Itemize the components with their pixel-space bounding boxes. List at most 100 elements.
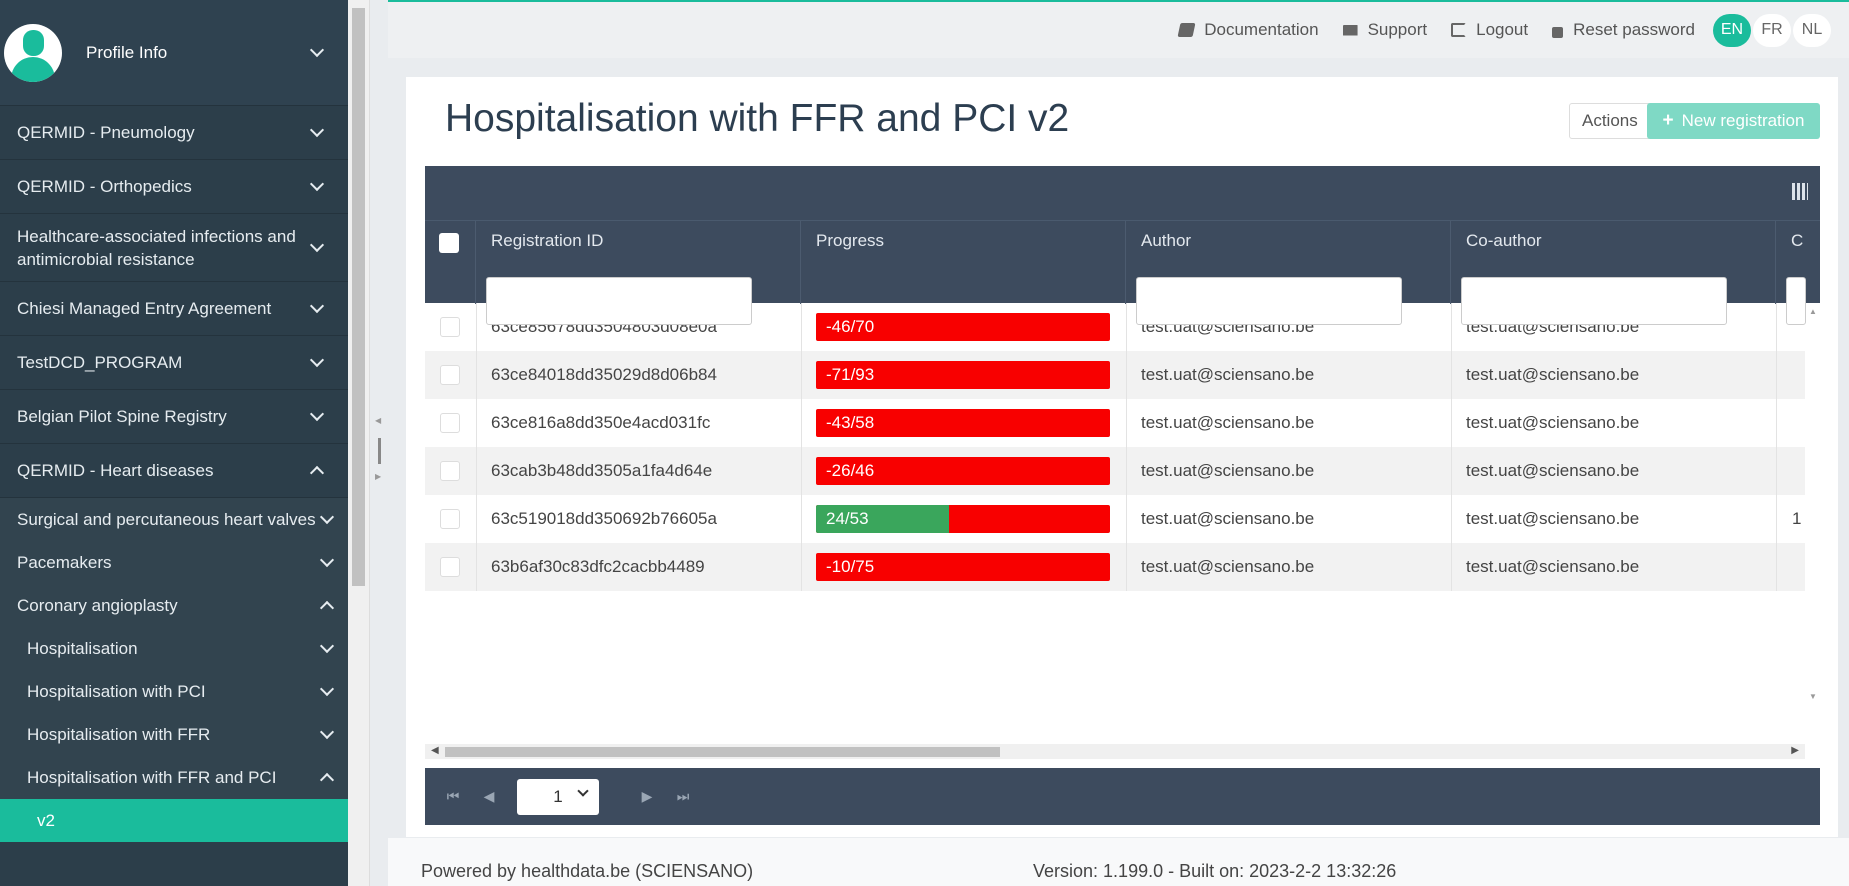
- column-divider: [1451, 351, 1452, 399]
- chevron-down-icon: [309, 237, 325, 253]
- column-divider: [1126, 303, 1127, 351]
- page-select[interactable]: 1: [517, 778, 599, 815]
- sidebar-subitem-v2[interactable]: v2: [0, 799, 348, 842]
- header-coauthor[interactable]: Co-author: [1451, 221, 1776, 325]
- author-filter-input[interactable]: [1136, 277, 1402, 325]
- header-registration-id[interactable]: Registration ID: [476, 221, 801, 325]
- sidebar-item-qermid-orthopedics[interactable]: QERMID - Orthopedics: [0, 160, 348, 214]
- column-divider: [1451, 447, 1452, 495]
- table-row[interactable]: 63cab3b48dd3505a1fa4d64e -26/46 test.uat@s…: [425, 447, 1805, 495]
- column-divider: [1451, 399, 1452, 447]
- table-row[interactable]: 63b6af30c83dfc2cacbb4489 -10/75 test.uat@s…: [425, 543, 1805, 591]
- sidebar-item-heart-diseases[interactable]: QERMID - Heart diseases: [0, 444, 348, 498]
- select-all-checkbox[interactable]: [439, 233, 459, 253]
- table-row[interactable]: 63ce84018dd35029d8d06b84 -71/93 test.uat@s…: [425, 351, 1805, 399]
- sidebar-subitem-hospitalisation-ffr-pci[interactable]: Hospitalisation with FFR and PCI: [0, 756, 348, 799]
- author-cell: test.uat@sciensano.be: [1141, 461, 1315, 480]
- sidebar-item-testdcd[interactable]: TestDCD_PROGRAM: [0, 336, 348, 390]
- progress-bar: -26/46: [816, 457, 1110, 485]
- coauthor-filter-input[interactable]: [1461, 277, 1727, 325]
- top-bar: Documentation Support Logout Reset passw…: [388, 0, 1849, 58]
- sidebar-item-healthcare-infections[interactable]: Healthcare-associated infections and ant…: [0, 214, 348, 282]
- registration-id-cell: 63cab3b48dd3505a1fa4d64e: [491, 461, 713, 480]
- lang-fr-button[interactable]: FR: [1753, 13, 1791, 47]
- actions-button[interactable]: Actions: [1569, 103, 1651, 139]
- lock-icon: [1552, 26, 1564, 38]
- chevron-up-icon: [319, 600, 335, 616]
- row-checkbox[interactable]: [440, 509, 460, 529]
- sidebar-item-spine-registry[interactable]: Belgian Pilot Spine Registry: [0, 390, 348, 444]
- sidebar-subitem-hospitalisation-ffr[interactable]: Hospitalisation with FFR: [0, 713, 348, 756]
- scroll-up-icon[interactable]: ▲: [1809, 307, 1817, 316]
- row-checkbox[interactable]: [440, 461, 460, 481]
- profile-info[interactable]: Profile Info: [0, 0, 348, 106]
- previous-page-icon[interactable]: ◀: [483, 788, 495, 804]
- envelope-icon: [1342, 24, 1358, 36]
- collapse-left-icon: ◀: [375, 416, 382, 425]
- column-divider: [801, 543, 802, 591]
- coauthor-cell: test.uat@sciensano.be: [1466, 461, 1640, 480]
- sidebar-subitem-coronary-angioplasty[interactable]: Coronary angioplasty: [0, 584, 348, 627]
- grid-vertical-scrollbar[interactable]: ▲ ▼: [1805, 303, 1820, 708]
- header-progress[interactable]: Progress: [801, 221, 1126, 304]
- first-page-icon[interactable]: ⏮: [446, 788, 460, 804]
- chevron-up-icon: [309, 465, 325, 481]
- support-link[interactable]: Support: [1342, 20, 1427, 40]
- author-cell: test.uat@sciensano.be: [1141, 557, 1315, 576]
- last-page-icon[interactable]: ⏭: [676, 788, 690, 804]
- next-page-icon[interactable]: ▶: [641, 788, 653, 804]
- sidebar-subitem-hospitalisation[interactable]: Hospitalisation: [0, 627, 348, 670]
- scroll-left-icon[interactable]: ◀: [431, 745, 439, 756]
- registration-id-cell: 63c519018dd350692b76605a: [491, 509, 717, 528]
- column-divider: [476, 399, 477, 447]
- powered-by-text: Powered by healthdata.be (SCIENSANO): [421, 861, 754, 881]
- reset-password-link[interactable]: Reset password: [1552, 20, 1695, 40]
- sidebar-subitem-heart-valves[interactable]: Surgical and percutaneous heart valves: [0, 498, 348, 541]
- documentation-link[interactable]: Documentation: [1177, 20, 1319, 40]
- header-select-cell: [425, 221, 476, 304]
- scroll-right-icon[interactable]: ▶: [1791, 745, 1799, 756]
- column-divider: [1776, 447, 1777, 495]
- splitter-grip[interactable]: [378, 438, 381, 464]
- registration-id-cell: 63ce816a8dd350e4acd031fc: [491, 413, 711, 432]
- progress-bar: -46/70: [816, 313, 1110, 341]
- new-registration-button[interactable]: + New registration: [1647, 103, 1820, 139]
- row-checkbox[interactable]: [440, 365, 460, 385]
- sidebar: Profile Info QERMID - Pneumology QERMID …: [0, 0, 348, 886]
- header-extra-column[interactable]: C: [1776, 221, 1820, 325]
- header-author[interactable]: Author: [1126, 221, 1451, 325]
- logout-link[interactable]: Logout: [1451, 20, 1528, 40]
- chevron-down-icon: [309, 42, 325, 58]
- sidebar-item-qermid-pneumology[interactable]: QERMID - Pneumology: [0, 106, 348, 160]
- sidebar-subitem-pacemakers[interactable]: Pacemakers: [0, 541, 348, 584]
- lang-nl-button[interactable]: NL: [1793, 13, 1831, 47]
- progress-text: -43/58: [826, 413, 875, 432]
- row-checkbox[interactable]: [440, 317, 460, 337]
- sidebar-subitem-hospitalisation-pci[interactable]: Hospitalisation with PCI: [0, 670, 348, 713]
- sidebar-scrollbar[interactable]: [348, 0, 370, 886]
- progress-bar: -10/75: [816, 553, 1110, 581]
- sidebar-splitter[interactable]: ◀ ▶: [375, 0, 390, 886]
- row-checkbox[interactable]: [440, 557, 460, 577]
- chevron-down-icon: [319, 681, 335, 697]
- progress-text: -10/75: [826, 557, 875, 576]
- grid-horizontal-scrollbar[interactable]: ◀ ▶: [425, 744, 1805, 759]
- scroll-down-icon[interactable]: ▼: [1809, 692, 1817, 701]
- lang-en-button[interactable]: EN: [1713, 13, 1751, 47]
- chevron-down-icon: [309, 122, 325, 138]
- footer: Powered by healthdata.be (SCIENSANO) Ver…: [388, 838, 1849, 886]
- columns-icon[interactable]: [1792, 183, 1808, 200]
- sidebar-item-chiesi[interactable]: Chiesi Managed Entry Agreement: [0, 282, 348, 336]
- extra-filter-input[interactable]: [1786, 277, 1806, 325]
- table-row[interactable]: 63c519018dd350692b76605a 24/53 test.uat@sc…: [425, 495, 1805, 543]
- table-row[interactable]: 63ce816a8dd350e4acd031fc -43/58 test.uat@s…: [425, 399, 1805, 447]
- scrollbar-thumb[interactable]: [352, 8, 365, 586]
- chevron-down-icon: [309, 176, 325, 192]
- profile-label: Profile Info: [86, 42, 168, 62]
- progress-text: -26/46: [826, 461, 875, 480]
- registration-id-filter-input[interactable]: [486, 277, 752, 325]
- scrollbar-thumb[interactable]: [445, 747, 1000, 757]
- grid-header: Registration ID Progress Author Co-autho…: [425, 220, 1820, 325]
- column-divider: [1776, 495, 1777, 543]
- row-checkbox[interactable]: [440, 413, 460, 433]
